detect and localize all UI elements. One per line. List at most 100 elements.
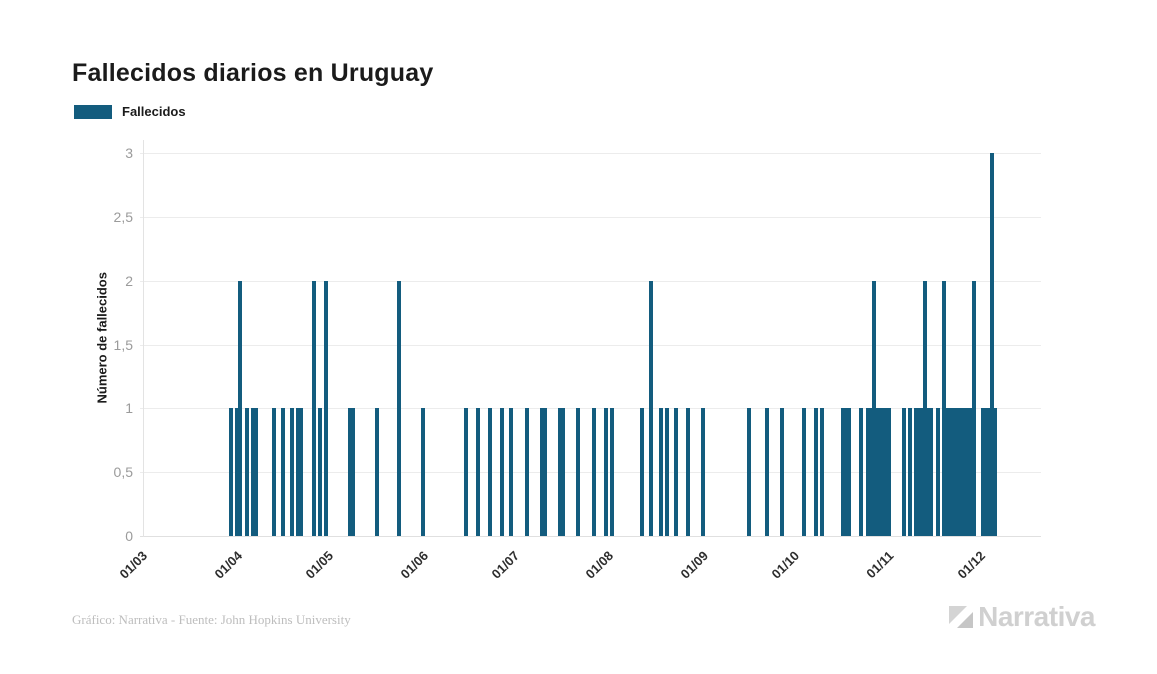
bar[interactable] <box>609 408 614 536</box>
bar[interactable] <box>926 408 931 536</box>
bar[interactable] <box>990 153 995 536</box>
bar[interactable] <box>841 408 846 536</box>
page-title: Fallecidos diarios en Uruguay <box>72 58 434 87</box>
bar[interactable] <box>871 280 876 536</box>
bar[interactable] <box>488 408 493 536</box>
bar[interactable] <box>947 408 952 536</box>
brand-logo: Narrativa <box>948 601 1095 633</box>
bar[interactable] <box>649 280 654 536</box>
bar[interactable] <box>348 408 352 536</box>
bar[interactable] <box>463 408 468 536</box>
bar[interactable] <box>311 280 316 536</box>
y-tick-label: 0,5 <box>113 464 133 481</box>
bar[interactable] <box>238 280 243 536</box>
bar[interactable] <box>813 408 818 536</box>
bar[interactable] <box>296 408 301 536</box>
bar[interactable] <box>524 408 529 536</box>
bar[interactable] <box>475 408 480 536</box>
bar[interactable] <box>250 408 255 536</box>
bar[interactable] <box>640 408 645 536</box>
bar[interactable] <box>253 408 258 536</box>
bar[interactable] <box>935 408 940 536</box>
bar[interactable] <box>886 408 891 536</box>
source-credit: Gráfico: Narrativa - Fuente: John Hopkin… <box>72 612 351 627</box>
bar[interactable] <box>765 408 769 536</box>
bar[interactable] <box>962 408 967 536</box>
bar[interactable] <box>664 408 669 536</box>
bar[interactable] <box>923 280 928 536</box>
bar[interactable] <box>673 408 678 536</box>
bar[interactable] <box>902 408 906 536</box>
x-tick-label: 01/10 <box>768 548 803 582</box>
x-tick-label: 01/09 <box>677 548 711 582</box>
bar[interactable] <box>987 408 992 536</box>
bar[interactable] <box>868 408 873 536</box>
y-tick-label: 1 <box>125 400 133 417</box>
bar[interactable] <box>323 280 328 536</box>
bar[interactable] <box>981 408 986 536</box>
bar[interactable] <box>847 408 852 536</box>
bar[interactable] <box>746 408 751 536</box>
bar[interactable] <box>701 408 706 536</box>
bar[interactable] <box>819 408 824 536</box>
bar[interactable] <box>993 408 998 536</box>
gridline <box>140 216 1041 218</box>
bar[interactable] <box>844 408 849 536</box>
bar[interactable] <box>229 408 234 536</box>
bar[interactable] <box>908 408 913 536</box>
bar[interactable] <box>281 408 286 536</box>
bar[interactable] <box>877 408 882 536</box>
bar[interactable] <box>591 408 596 536</box>
x-tick-label: 01/05 <box>302 548 337 582</box>
bar[interactable] <box>941 280 946 536</box>
bar[interactable] <box>972 280 976 536</box>
bar[interactable] <box>396 280 401 536</box>
bar[interactable] <box>542 408 547 536</box>
bar[interactable] <box>953 408 958 536</box>
bar[interactable] <box>658 408 663 536</box>
bar[interactable] <box>509 408 514 536</box>
bar[interactable] <box>880 408 885 536</box>
bar[interactable] <box>299 408 304 536</box>
bar[interactable] <box>603 408 608 536</box>
bar[interactable] <box>865 408 870 536</box>
bar[interactable] <box>950 408 955 536</box>
bar[interactable] <box>914 408 919 536</box>
bar[interactable] <box>780 408 785 536</box>
bar[interactable] <box>351 408 356 536</box>
bar[interactable] <box>944 408 949 536</box>
bar[interactable] <box>929 408 934 536</box>
bar[interactable] <box>965 408 970 536</box>
bar[interactable] <box>685 408 690 536</box>
bar[interactable] <box>317 408 322 536</box>
bar[interactable] <box>576 408 581 536</box>
bar[interactable] <box>859 408 864 536</box>
bar[interactable] <box>558 408 563 536</box>
bar[interactable] <box>959 408 964 536</box>
gridline <box>140 472 1041 474</box>
bar[interactable] <box>801 408 806 536</box>
bar[interactable] <box>883 408 888 536</box>
bar[interactable] <box>984 408 989 536</box>
legend-item-fallecidos[interactable]: Fallecidos <box>74 104 186 119</box>
bar[interactable] <box>290 408 295 536</box>
bar[interactable] <box>235 408 240 536</box>
legend-swatch <box>74 104 112 119</box>
bar[interactable] <box>244 408 249 536</box>
x-tick-label: 01/03 <box>116 548 151 582</box>
bar[interactable] <box>271 408 276 536</box>
x-tick-label: 01/12 <box>954 548 988 582</box>
bar[interactable] <box>956 408 961 536</box>
brand-name: Narrativa <box>978 601 1095 632</box>
bar[interactable] <box>500 408 505 536</box>
bar[interactable] <box>375 408 380 536</box>
y-axis-line <box>143 140 144 537</box>
bar[interactable] <box>969 408 973 536</box>
bar[interactable] <box>920 408 925 536</box>
bar[interactable] <box>539 408 544 536</box>
bar[interactable] <box>421 408 426 536</box>
bar[interactable] <box>917 408 922 536</box>
bar[interactable] <box>561 408 566 536</box>
bar[interactable] <box>874 408 879 536</box>
